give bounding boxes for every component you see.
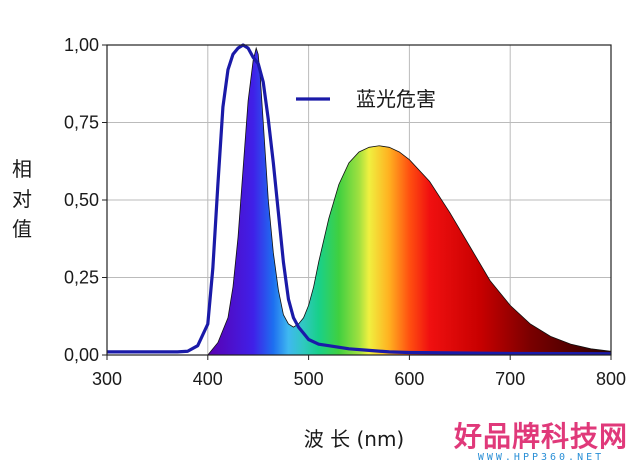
x-tick-label: 600	[394, 369, 424, 389]
legend: 蓝光危害	[296, 87, 436, 111]
y-tick-label: 1,00	[64, 35, 99, 55]
y-tick-label: 0,25	[64, 268, 99, 288]
y-tick-label: 0,50	[64, 190, 99, 210]
spectrum-outline	[107, 46, 612, 356]
x-tick-label: 500	[294, 369, 324, 389]
watermark-title: 好品牌科技网	[453, 420, 628, 453]
legend-label: 蓝光危害	[356, 87, 436, 111]
x-tick-label: 400	[193, 369, 223, 389]
x-axis-ticks: 300 400 500 600 700 800	[92, 355, 626, 389]
x-tick-label: 800	[596, 369, 626, 389]
watermark-logo: 好品牌科技网 WWW.HPP360.NET	[453, 420, 628, 464]
spectrum-area	[107, 48, 611, 355]
y-axis-ticks: 0,00 0,25 0,50 0,75 1,00	[64, 35, 107, 365]
x-tick-label: 300	[92, 369, 122, 389]
blue-hazard-line	[107, 43, 612, 356]
y-axis-title: 相对值	[12, 157, 32, 241]
watermark-url: WWW.HPP360.NET	[477, 452, 605, 463]
y-tick-label: 0,00	[64, 345, 99, 365]
x-tick-label: 700	[495, 369, 525, 389]
x-axis-title: 波 长 (nm)	[304, 427, 404, 451]
y-tick-label: 0,75	[64, 113, 99, 133]
